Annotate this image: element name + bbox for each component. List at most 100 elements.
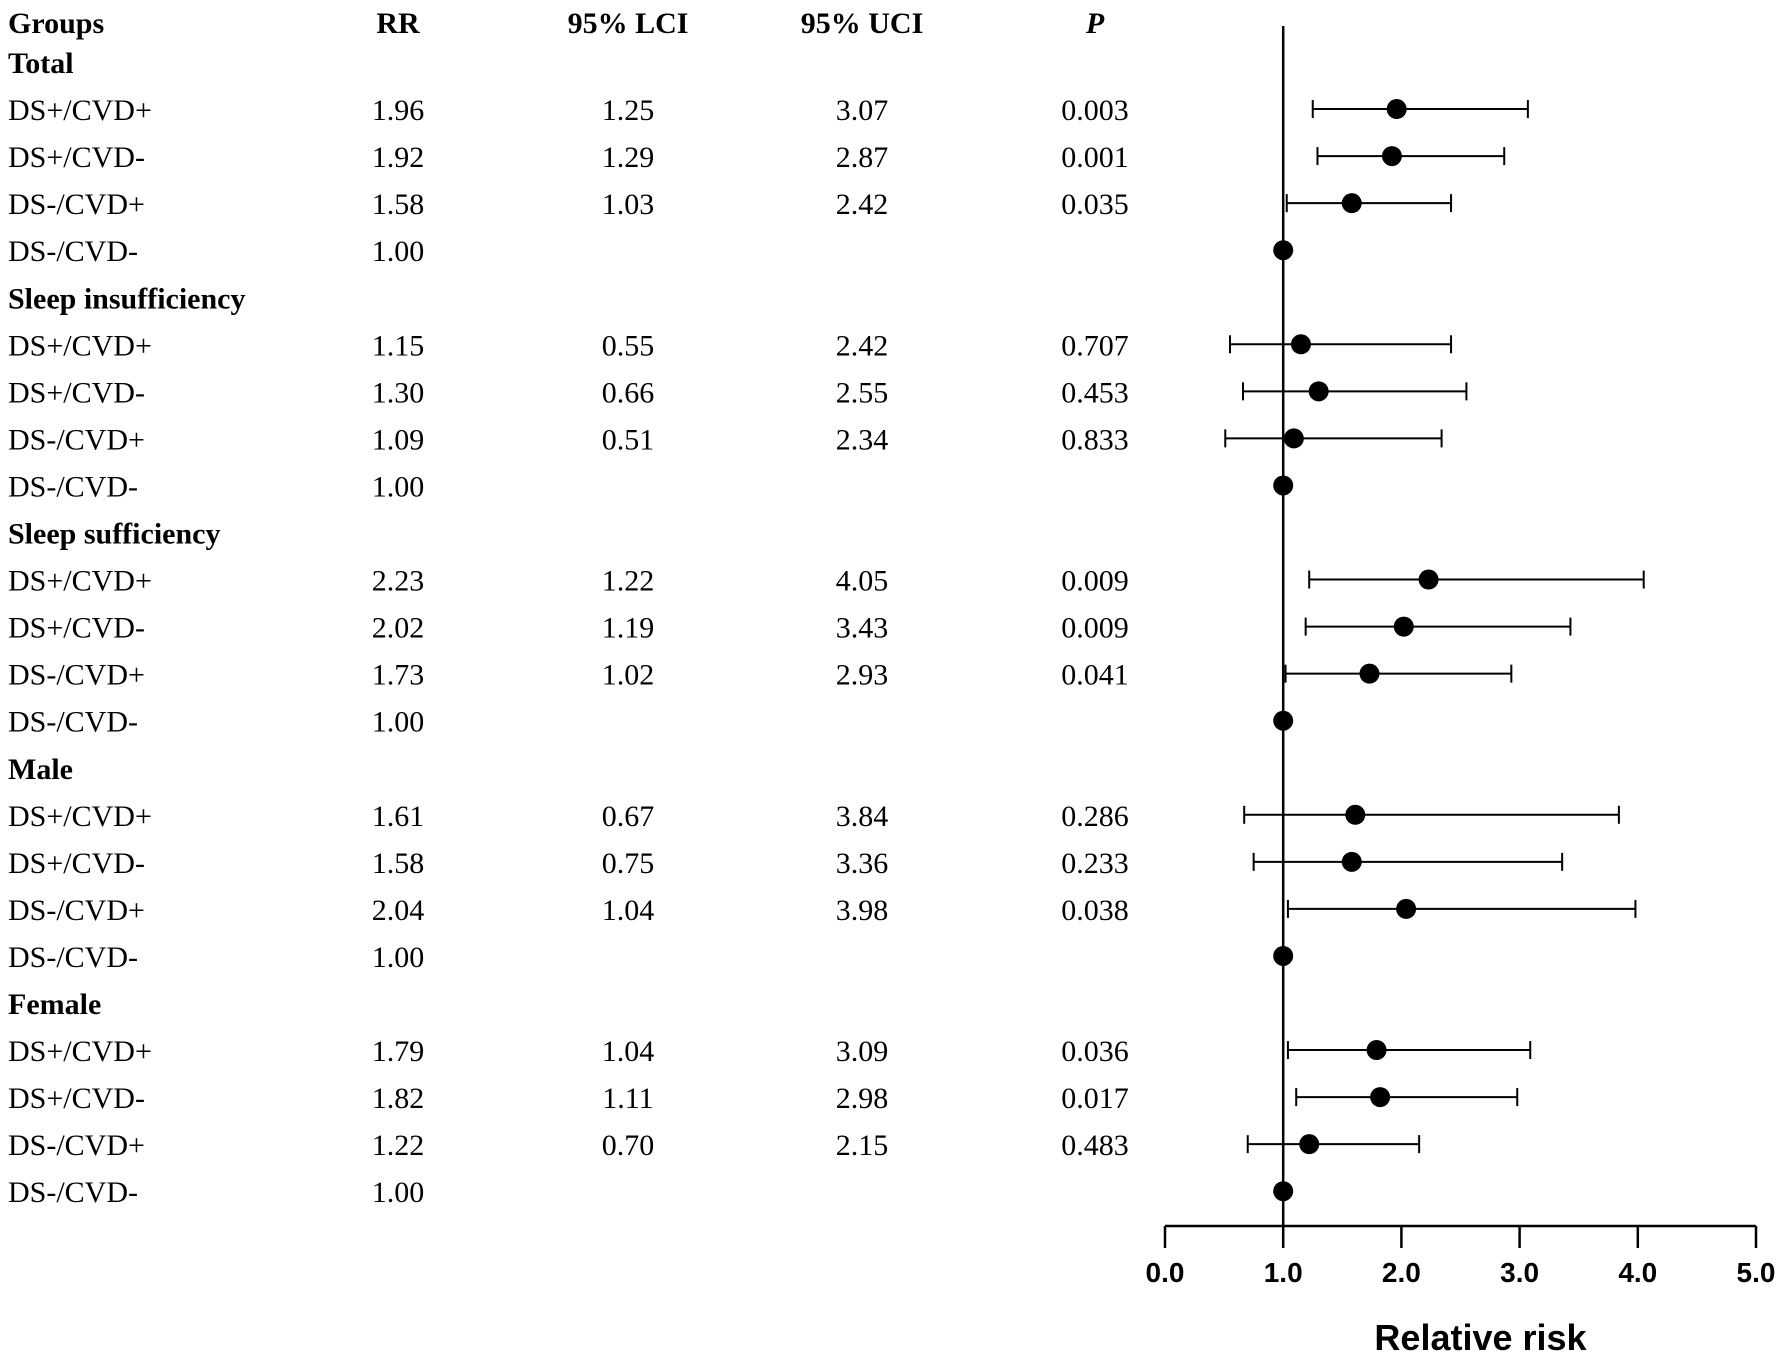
- row-label: DS+/CVD+: [8, 329, 152, 362]
- estimate-point: [1366, 1040, 1387, 1061]
- row-p-value: 0.017: [1061, 1082, 1129, 1115]
- row-lci: 1.02: [602, 659, 655, 692]
- x-tick-label: 4.0: [1618, 1257, 1657, 1288]
- estimate-point: [1345, 804, 1366, 825]
- row-rr: 2.23: [372, 565, 425, 598]
- row-uci: 4.05: [836, 565, 889, 598]
- row-uci: 3.07: [836, 94, 889, 127]
- estimate-marks: [1224, 99, 1645, 1202]
- table-header: Groups RR 95% LCI 95% UCI P: [8, 7, 1105, 40]
- row-rr: 1.58: [372, 188, 425, 221]
- row-lci: 1.19: [602, 612, 655, 645]
- row-label: DS-/CVD+: [8, 894, 145, 927]
- row-label: DS+/CVD+: [8, 565, 152, 598]
- row-p-value: 0.003: [1061, 94, 1129, 127]
- row-rr: 1.58: [372, 847, 425, 880]
- row-rr: 1.00: [372, 235, 425, 268]
- row-p-value: 0.483: [1061, 1129, 1129, 1162]
- header-rr: RR: [376, 7, 420, 40]
- row-rr: 1.61: [372, 800, 425, 833]
- row-lci: 1.11: [602, 1082, 653, 1115]
- estimate-point: [1273, 475, 1294, 496]
- row-uci: 3.09: [836, 1035, 889, 1068]
- estimate-point: [1370, 1087, 1391, 1108]
- row-uci: 3.43: [836, 612, 889, 645]
- row-lci: 0.67: [602, 800, 655, 833]
- row-uci: 3.98: [836, 894, 889, 927]
- row-p-value: 0.035: [1061, 188, 1129, 221]
- row-uci: 2.34: [836, 423, 889, 456]
- table-body: Total DS+/CVD+ 1.96 1.25 3.07 0.003 DS+/CVD- 1.…: [8, 47, 1129, 1209]
- row-label: DS-/CVD-: [8, 706, 138, 739]
- header-uci: 95% UCI: [801, 7, 924, 40]
- estimate-point: [1283, 428, 1304, 449]
- x-tick-label: 5.0: [1737, 1257, 1776, 1288]
- row-p-value: 0.833: [1061, 423, 1129, 456]
- row-label: DS+/CVD+: [8, 800, 152, 833]
- row-rr: 1.82: [372, 1082, 425, 1115]
- row-lci: 0.70: [602, 1129, 655, 1162]
- row-p-value: 0.036: [1061, 1035, 1129, 1068]
- row-label: DS-/CVD+: [8, 1129, 145, 1162]
- row-rr: 2.02: [372, 612, 425, 645]
- row-rr: 1.09: [372, 423, 425, 456]
- row-lci: 1.04: [602, 894, 655, 927]
- row-uci: 2.55: [836, 376, 889, 409]
- row-p-value: 0.707: [1061, 329, 1129, 362]
- row-label: DS+/CVD-: [8, 141, 145, 174]
- row-uci: 2.42: [836, 329, 889, 362]
- row-rr: 1.22: [372, 1129, 425, 1162]
- row-rr: 2.04: [372, 894, 425, 927]
- section-heading: Female: [8, 988, 101, 1021]
- x-axis-title: Relative risk: [1374, 1317, 1587, 1358]
- estimate-point: [1273, 1181, 1294, 1202]
- row-label: DS-/CVD-: [8, 941, 138, 974]
- row-lci: 1.25: [602, 94, 655, 127]
- row-uci: 3.36: [836, 847, 889, 880]
- row-uci: 2.98: [836, 1082, 889, 1115]
- row-rr: 1.00: [372, 941, 425, 974]
- row-lci: 0.75: [602, 847, 655, 880]
- estimate-point: [1381, 146, 1402, 167]
- x-tick-label: 0.0: [1146, 1257, 1185, 1288]
- row-rr: 1.00: [372, 470, 425, 503]
- row-label: DS-/CVD-: [8, 470, 138, 503]
- estimate-point: [1290, 334, 1311, 355]
- row-rr: 1.15: [372, 329, 425, 362]
- row-label: DS-/CVD-: [8, 235, 138, 268]
- estimate-point: [1341, 193, 1362, 214]
- estimate-point: [1299, 1134, 1320, 1155]
- row-p-value: 0.009: [1061, 612, 1129, 645]
- section-heading: Total: [8, 47, 74, 80]
- row-uci: 2.42: [836, 188, 889, 221]
- row-p-value: 0.001: [1061, 141, 1129, 174]
- row-lci: 1.22: [602, 565, 655, 598]
- row-rr: 1.73: [372, 659, 425, 692]
- row-label: DS-/CVD+: [8, 423, 145, 456]
- row-label: DS+/CVD+: [8, 1035, 152, 1068]
- row-uci: 3.84: [836, 800, 889, 833]
- row-lci: 0.51: [602, 423, 655, 456]
- row-uci: 2.93: [836, 659, 889, 692]
- row-rr: 1.00: [372, 1176, 425, 1209]
- row-p-value: 0.041: [1061, 659, 1129, 692]
- x-tick-label: 1.0: [1264, 1257, 1303, 1288]
- section-heading: Male: [8, 753, 73, 786]
- row-label: DS+/CVD-: [8, 847, 145, 880]
- row-lci: 0.66: [602, 376, 655, 409]
- section-heading: Sleep sufficiency: [8, 518, 220, 551]
- header-p: P: [1085, 7, 1105, 40]
- estimate-point: [1273, 710, 1294, 731]
- forest-plot: 0.0 1.0 2.0 3.0 4.0 5.0 Relative risk: [1146, 26, 1776, 1358]
- estimate-point: [1273, 240, 1294, 261]
- row-lci: 1.29: [602, 141, 655, 174]
- row-p-value: 0.453: [1061, 376, 1129, 409]
- row-label: DS+/CVD-: [8, 612, 145, 645]
- estimate-point: [1393, 616, 1414, 637]
- estimate-point: [1418, 569, 1439, 590]
- x-tick-label: 2.0: [1382, 1257, 1421, 1288]
- row-label: DS-/CVD-: [8, 1176, 138, 1209]
- estimate-point: [1386, 99, 1407, 120]
- row-p-value: 0.233: [1061, 847, 1129, 880]
